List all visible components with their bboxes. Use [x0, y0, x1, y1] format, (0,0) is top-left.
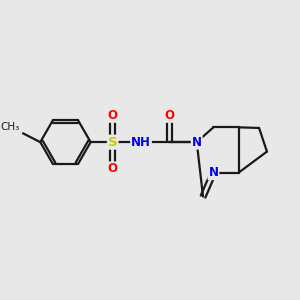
Text: CH₃: CH₃: [1, 122, 20, 132]
Text: O: O: [164, 109, 174, 122]
Text: NH: NH: [131, 136, 151, 148]
Text: O: O: [108, 162, 118, 176]
Text: N: N: [192, 136, 202, 148]
Text: N: N: [208, 166, 218, 179]
Text: O: O: [108, 109, 118, 122]
Text: S: S: [108, 136, 118, 148]
